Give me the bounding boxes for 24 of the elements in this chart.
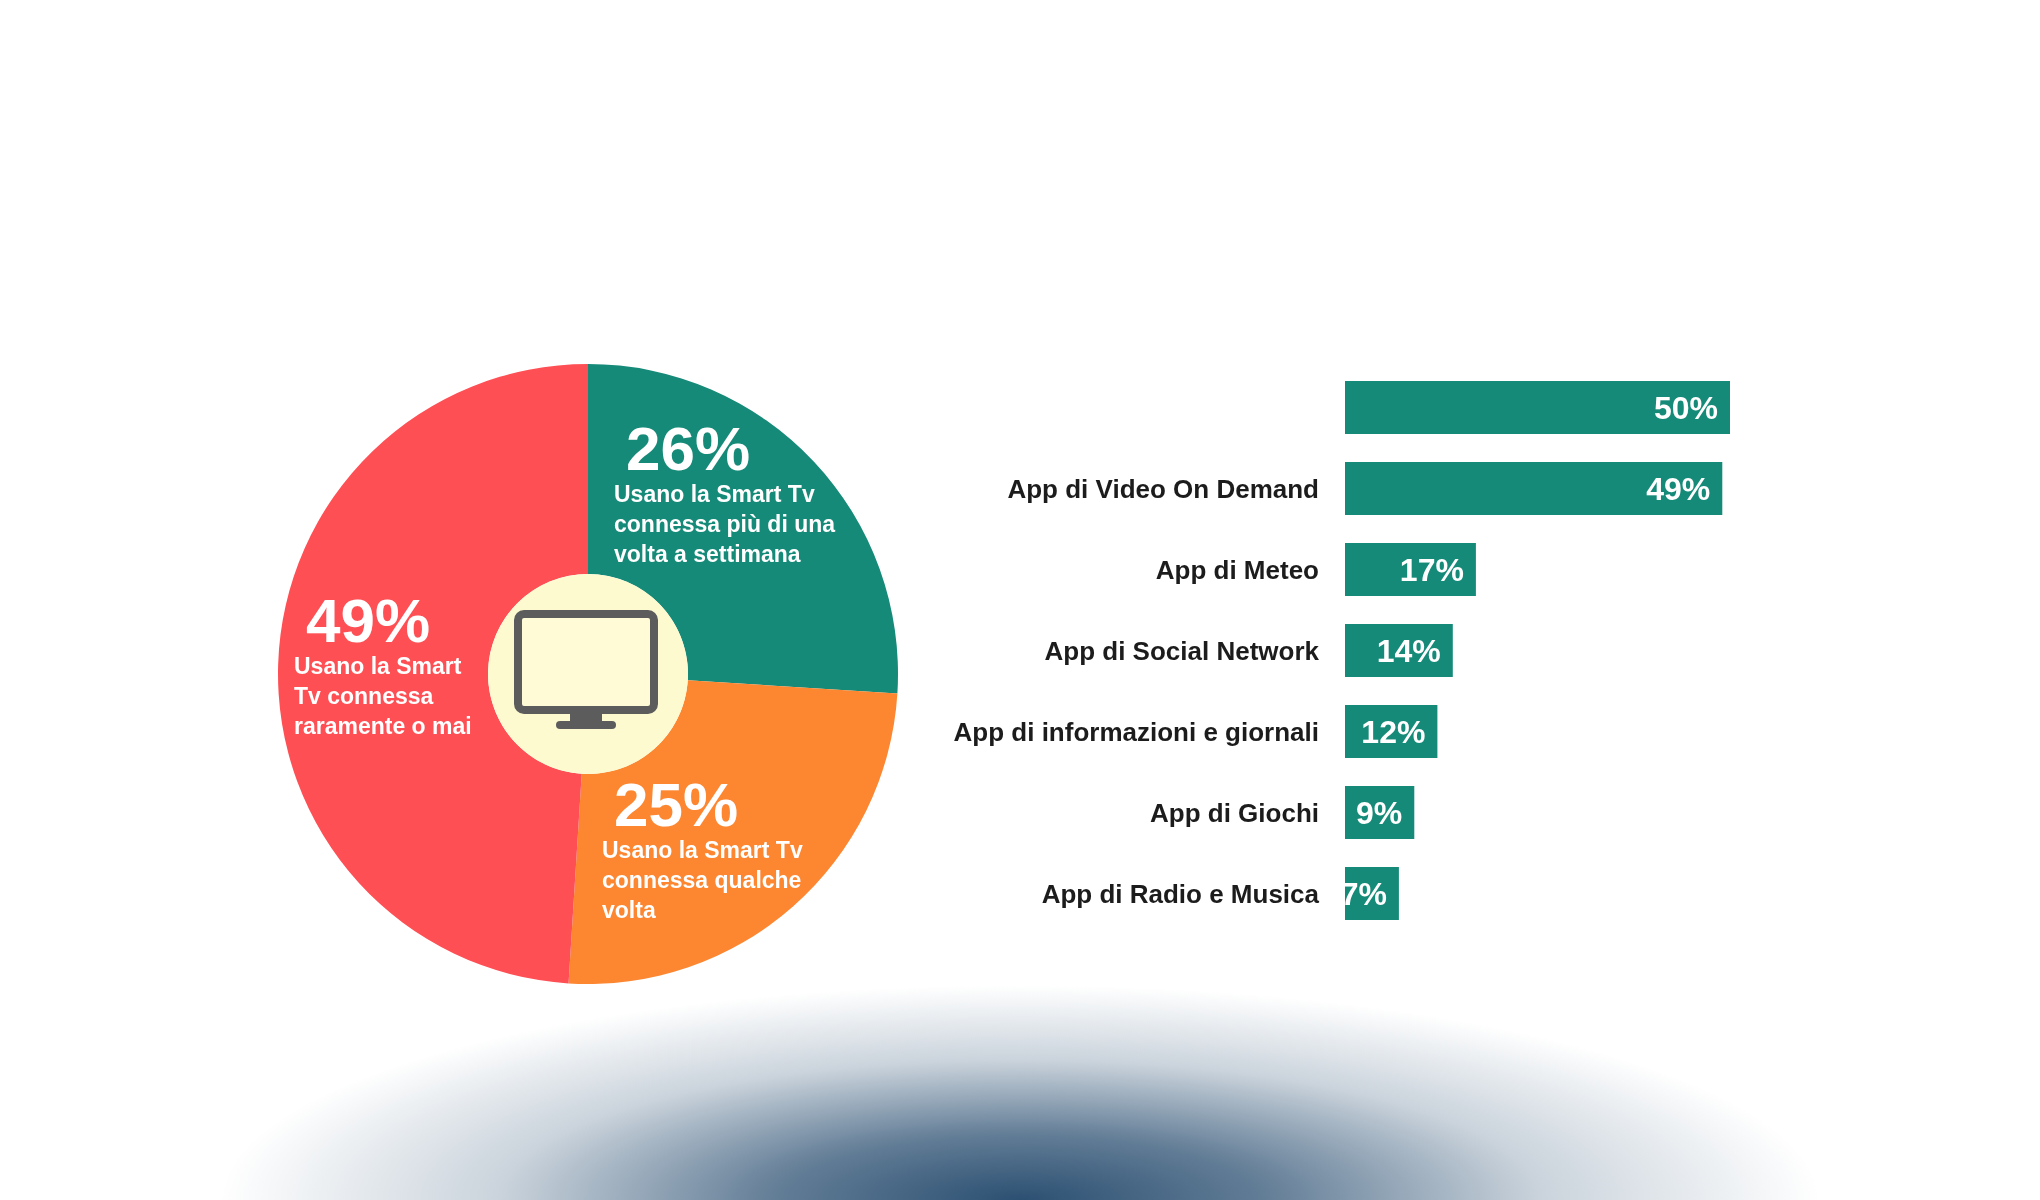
slice-label: Usano la Smart Tv connessa più di una volta a settimana [614,480,836,567]
y-tick-label: App di Video On Demand [1007,473,1319,504]
data-label: 49% [306,585,431,655]
data-label: 26% [626,413,751,483]
y-tick-label: App di Social Network [1044,635,1320,666]
data-label: 9% [1356,794,1403,831]
data-label: 49% [1646,470,1711,507]
data-label: 17% [1399,551,1464,588]
donut-slice [568,680,898,984]
data-label: 25% [614,769,739,839]
bar [1345,543,1476,596]
y-tick-label: App di informazioni e giornali [953,716,1319,747]
data-label: 12% [1361,713,1426,750]
data-label: 50% [1653,389,1718,426]
data-label: 7% [1340,875,1387,912]
y-tick-label: App di Giochi [1150,797,1319,828]
bar [1345,381,1730,434]
slice-label: Usano la Smart Tv connessa raramente o mai [294,652,472,739]
y-tick-label: App di Meteo [1155,554,1319,585]
bar [1345,462,1723,515]
slice-label: Usano la Smart Tv connessa qualche volta [602,836,803,923]
donut-slice [278,364,588,984]
y-tick-label: App di Radio e Musica [1041,878,1320,909]
data-label: 14% [1376,632,1441,669]
